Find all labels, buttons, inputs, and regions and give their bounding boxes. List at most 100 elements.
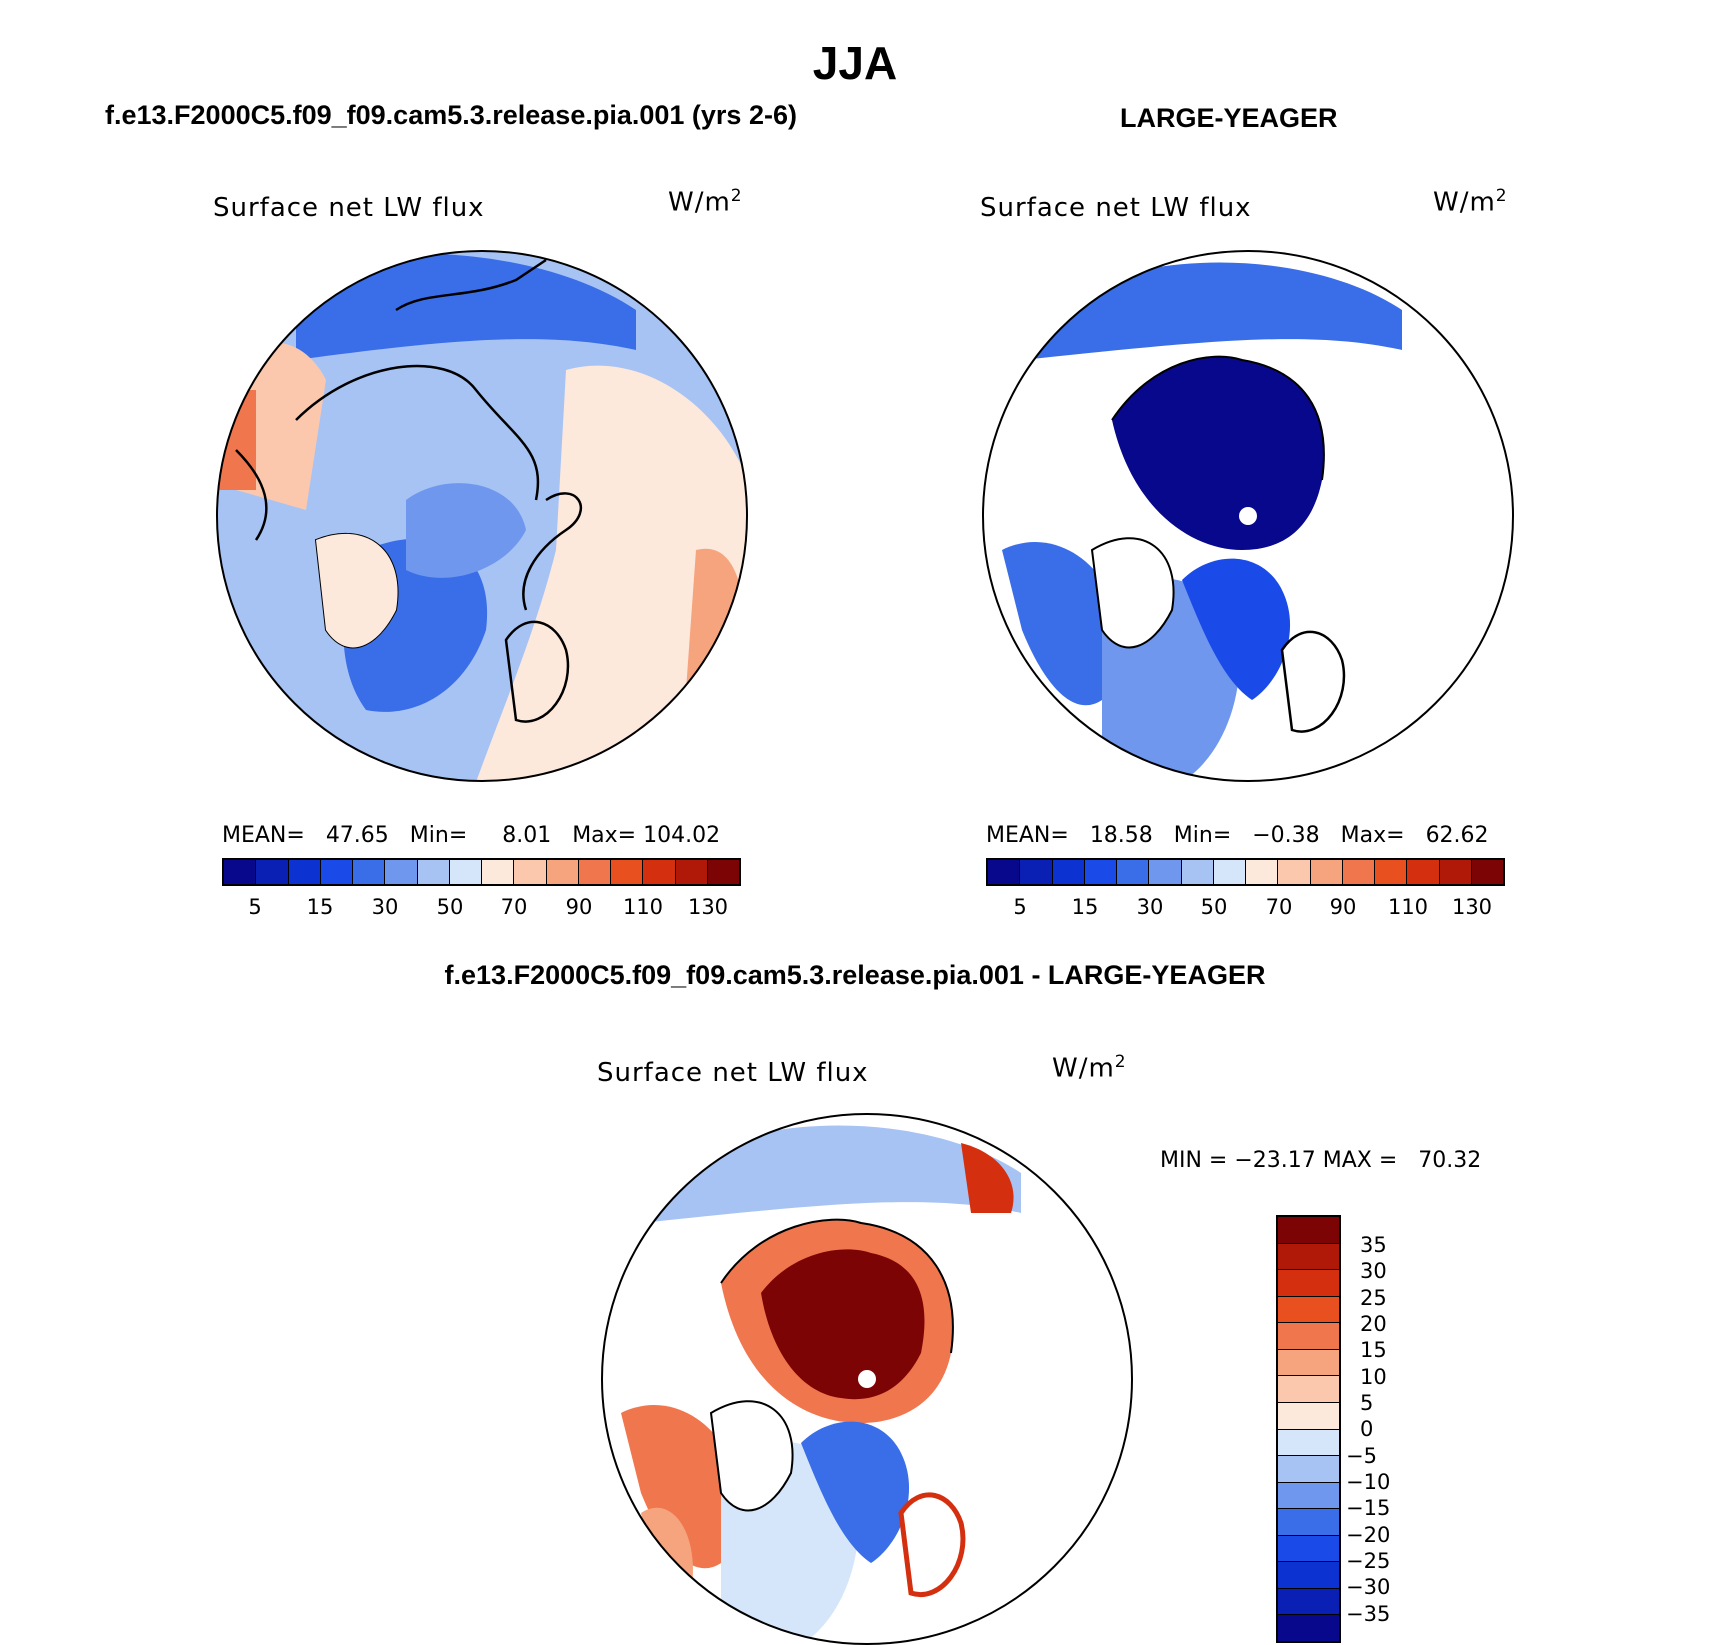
right-map-greenland — [1090, 537, 1175, 649]
figure-title: JJA — [812, 37, 898, 89]
left-panel-stats: MEAN= 47.65 Min= 8.01 Max= 104.02 — [222, 823, 721, 848]
left-colorbar-swatch — [224, 860, 257, 884]
left-colorbar-tick: 130 — [687, 895, 729, 919]
diff-colorbar-swatch — [1278, 1509, 1339, 1536]
diff-colorbar-swatch — [1278, 1270, 1339, 1297]
left-colorbar-swatch — [353, 860, 386, 884]
left-colorbar-swatch — [385, 860, 418, 884]
left-map-scandinavia-outline — [504, 620, 570, 723]
right-colorbar-swatch — [1052, 860, 1085, 884]
left-map-boundary — [216, 250, 748, 782]
left-map-coastline-4 — [235, 449, 268, 541]
left-colorbar-tick: 110 — [622, 895, 664, 919]
right-colorbar-tick: 5 — [1013, 895, 1027, 919]
left-map-siberia-warm-field — [236, 342, 326, 510]
diff-colorbar-tick: −30 — [1346, 1575, 1391, 1599]
diff-colorbar-tick: −20 — [1346, 1523, 1391, 1547]
diff-colorbar-tick: −15 — [1346, 1496, 1391, 1520]
right-map-scandinavia-outline — [1280, 630, 1346, 733]
diff-colorbar-tick: 10 — [1360, 1365, 1387, 1389]
left-colorbar-swatch — [288, 860, 321, 884]
left-colorbar-tick: 90 — [565, 895, 593, 919]
right-colorbar-swatch — [1149, 860, 1182, 884]
right-panel-header: LARGE-YEAGER — [1120, 103, 1338, 133]
diff-colorbar-tick: 25 — [1360, 1286, 1387, 1310]
left-colorbar-swatch — [578, 860, 611, 884]
right-map-coastline-1 — [1111, 355, 1325, 481]
diff-colorbar-swatch — [1278, 1296, 1339, 1324]
right-colorbar-swatch — [1375, 860, 1408, 884]
diff-colorbar-swatch — [1278, 1482, 1339, 1510]
diff-colorbar-swatch — [1278, 1323, 1339, 1350]
diff-panel-units: W/m2 — [1052, 1052, 1127, 1084]
left-colorbar — [222, 858, 741, 886]
diff-polar-map — [601, 1113, 1133, 1645]
left-colorbar-swatch — [675, 860, 708, 884]
right-colorbar-tick: 70 — [1265, 895, 1293, 919]
right-colorbar-swatch — [1439, 860, 1472, 884]
diff-colorbar-swatch — [1278, 1243, 1339, 1271]
diff-panel-header: f.e13.F2000C5.f09_f09.cam5.3.release.pia… — [444, 960, 1266, 990]
right-polar-map — [982, 250, 1514, 782]
diff-map-north-pacific-field — [641, 1125, 1021, 1223]
diff-map-coastline-1 — [720, 1218, 954, 1354]
left-colorbar-tick: 50 — [436, 895, 464, 919]
diff-colorbar-swatch — [1278, 1217, 1339, 1244]
right-colorbar-swatch — [1407, 860, 1440, 884]
left-colorbar-tick: 5 — [248, 895, 262, 919]
right-colorbar-tick: 15 — [1071, 895, 1099, 919]
diff-colorbar-swatch — [1278, 1402, 1339, 1430]
left-colorbar-tick: 30 — [371, 895, 399, 919]
right-colorbar-swatch — [1278, 860, 1311, 884]
right-map-pole-hole — [1239, 507, 1257, 525]
diff-colorbar — [1276, 1215, 1341, 1643]
right-colorbar-swatch — [1342, 860, 1375, 884]
left-map-arctic-field — [406, 483, 526, 578]
right-map-labrador-field — [1002, 541, 1102, 706]
left-map-coastline-1 — [295, 364, 540, 501]
diff-map-labrador-field — [621, 1404, 721, 1569]
right-colorbar-tick: 130 — [1451, 895, 1493, 919]
diff-map-nordic-seas-field — [801, 1421, 910, 1563]
right-colorbar-tick: 90 — [1329, 895, 1357, 919]
right-panel-stats: MEAN= 18.58 Min= −0.38 Max= 62.62 — [986, 823, 1489, 848]
right-map-arctic-field — [1112, 356, 1324, 550]
diff-map-scandinavia-outline — [898, 1492, 966, 1597]
left-map-coastline-3 — [395, 258, 547, 312]
left-colorbar-swatch — [707, 860, 739, 884]
left-colorbar-swatch — [256, 860, 289, 884]
left-panel-subtitle: Surface net LW flux — [213, 193, 485, 223]
left-colorbar-tick: 70 — [500, 895, 528, 919]
diff-map-pole-hole — [858, 1370, 876, 1388]
right-colorbar-swatch — [1213, 860, 1246, 884]
diff-colorbar-tick: −5 — [1346, 1444, 1377, 1468]
right-colorbar-swatch — [1471, 860, 1503, 884]
right-panel-units: W/m2 — [1433, 186, 1508, 218]
left-colorbar-tick: 15 — [306, 895, 334, 919]
left-colorbar-swatch — [643, 860, 676, 884]
diff-colorbar-swatch — [1278, 1588, 1339, 1616]
diff-colorbar-swatch — [1278, 1376, 1339, 1403]
left-colorbar-swatch — [449, 860, 482, 884]
right-map-boundary — [982, 250, 1514, 782]
right-colorbar-swatch — [1246, 860, 1279, 884]
right-colorbar-swatch — [988, 860, 1021, 884]
left-panel-header: f.e13.F2000C5.f09_f09.cam5.3.release.pia… — [105, 100, 797, 130]
diff-colorbar-swatch — [1278, 1429, 1339, 1457]
left-panel-units: W/m2 — [668, 186, 743, 218]
left-colorbar-swatch — [320, 860, 353, 884]
diff-panel-minmax: MIN = −23.17 MAX = 70.32 — [1160, 1148, 1482, 1173]
diff-map-alaska-coast-field — [961, 1143, 1014, 1213]
diff-colorbar-swatch — [1278, 1456, 1339, 1483]
diff-colorbar-tick: 20 — [1360, 1312, 1387, 1336]
left-map-siberia-hot-field — [217, 390, 256, 490]
left-colorbar-swatch — [546, 860, 579, 884]
right-colorbar-swatch — [1117, 860, 1150, 884]
diff-colorbar-tick: 0 — [1360, 1417, 1374, 1441]
right-colorbar-tick: 30 — [1136, 895, 1164, 919]
right-colorbar-swatch — [1310, 860, 1343, 884]
right-colorbar-tick: 50 — [1200, 895, 1228, 919]
right-colorbar-swatch — [1020, 860, 1053, 884]
left-colorbar-swatch — [611, 860, 644, 884]
left-colorbar-swatch — [482, 860, 515, 884]
